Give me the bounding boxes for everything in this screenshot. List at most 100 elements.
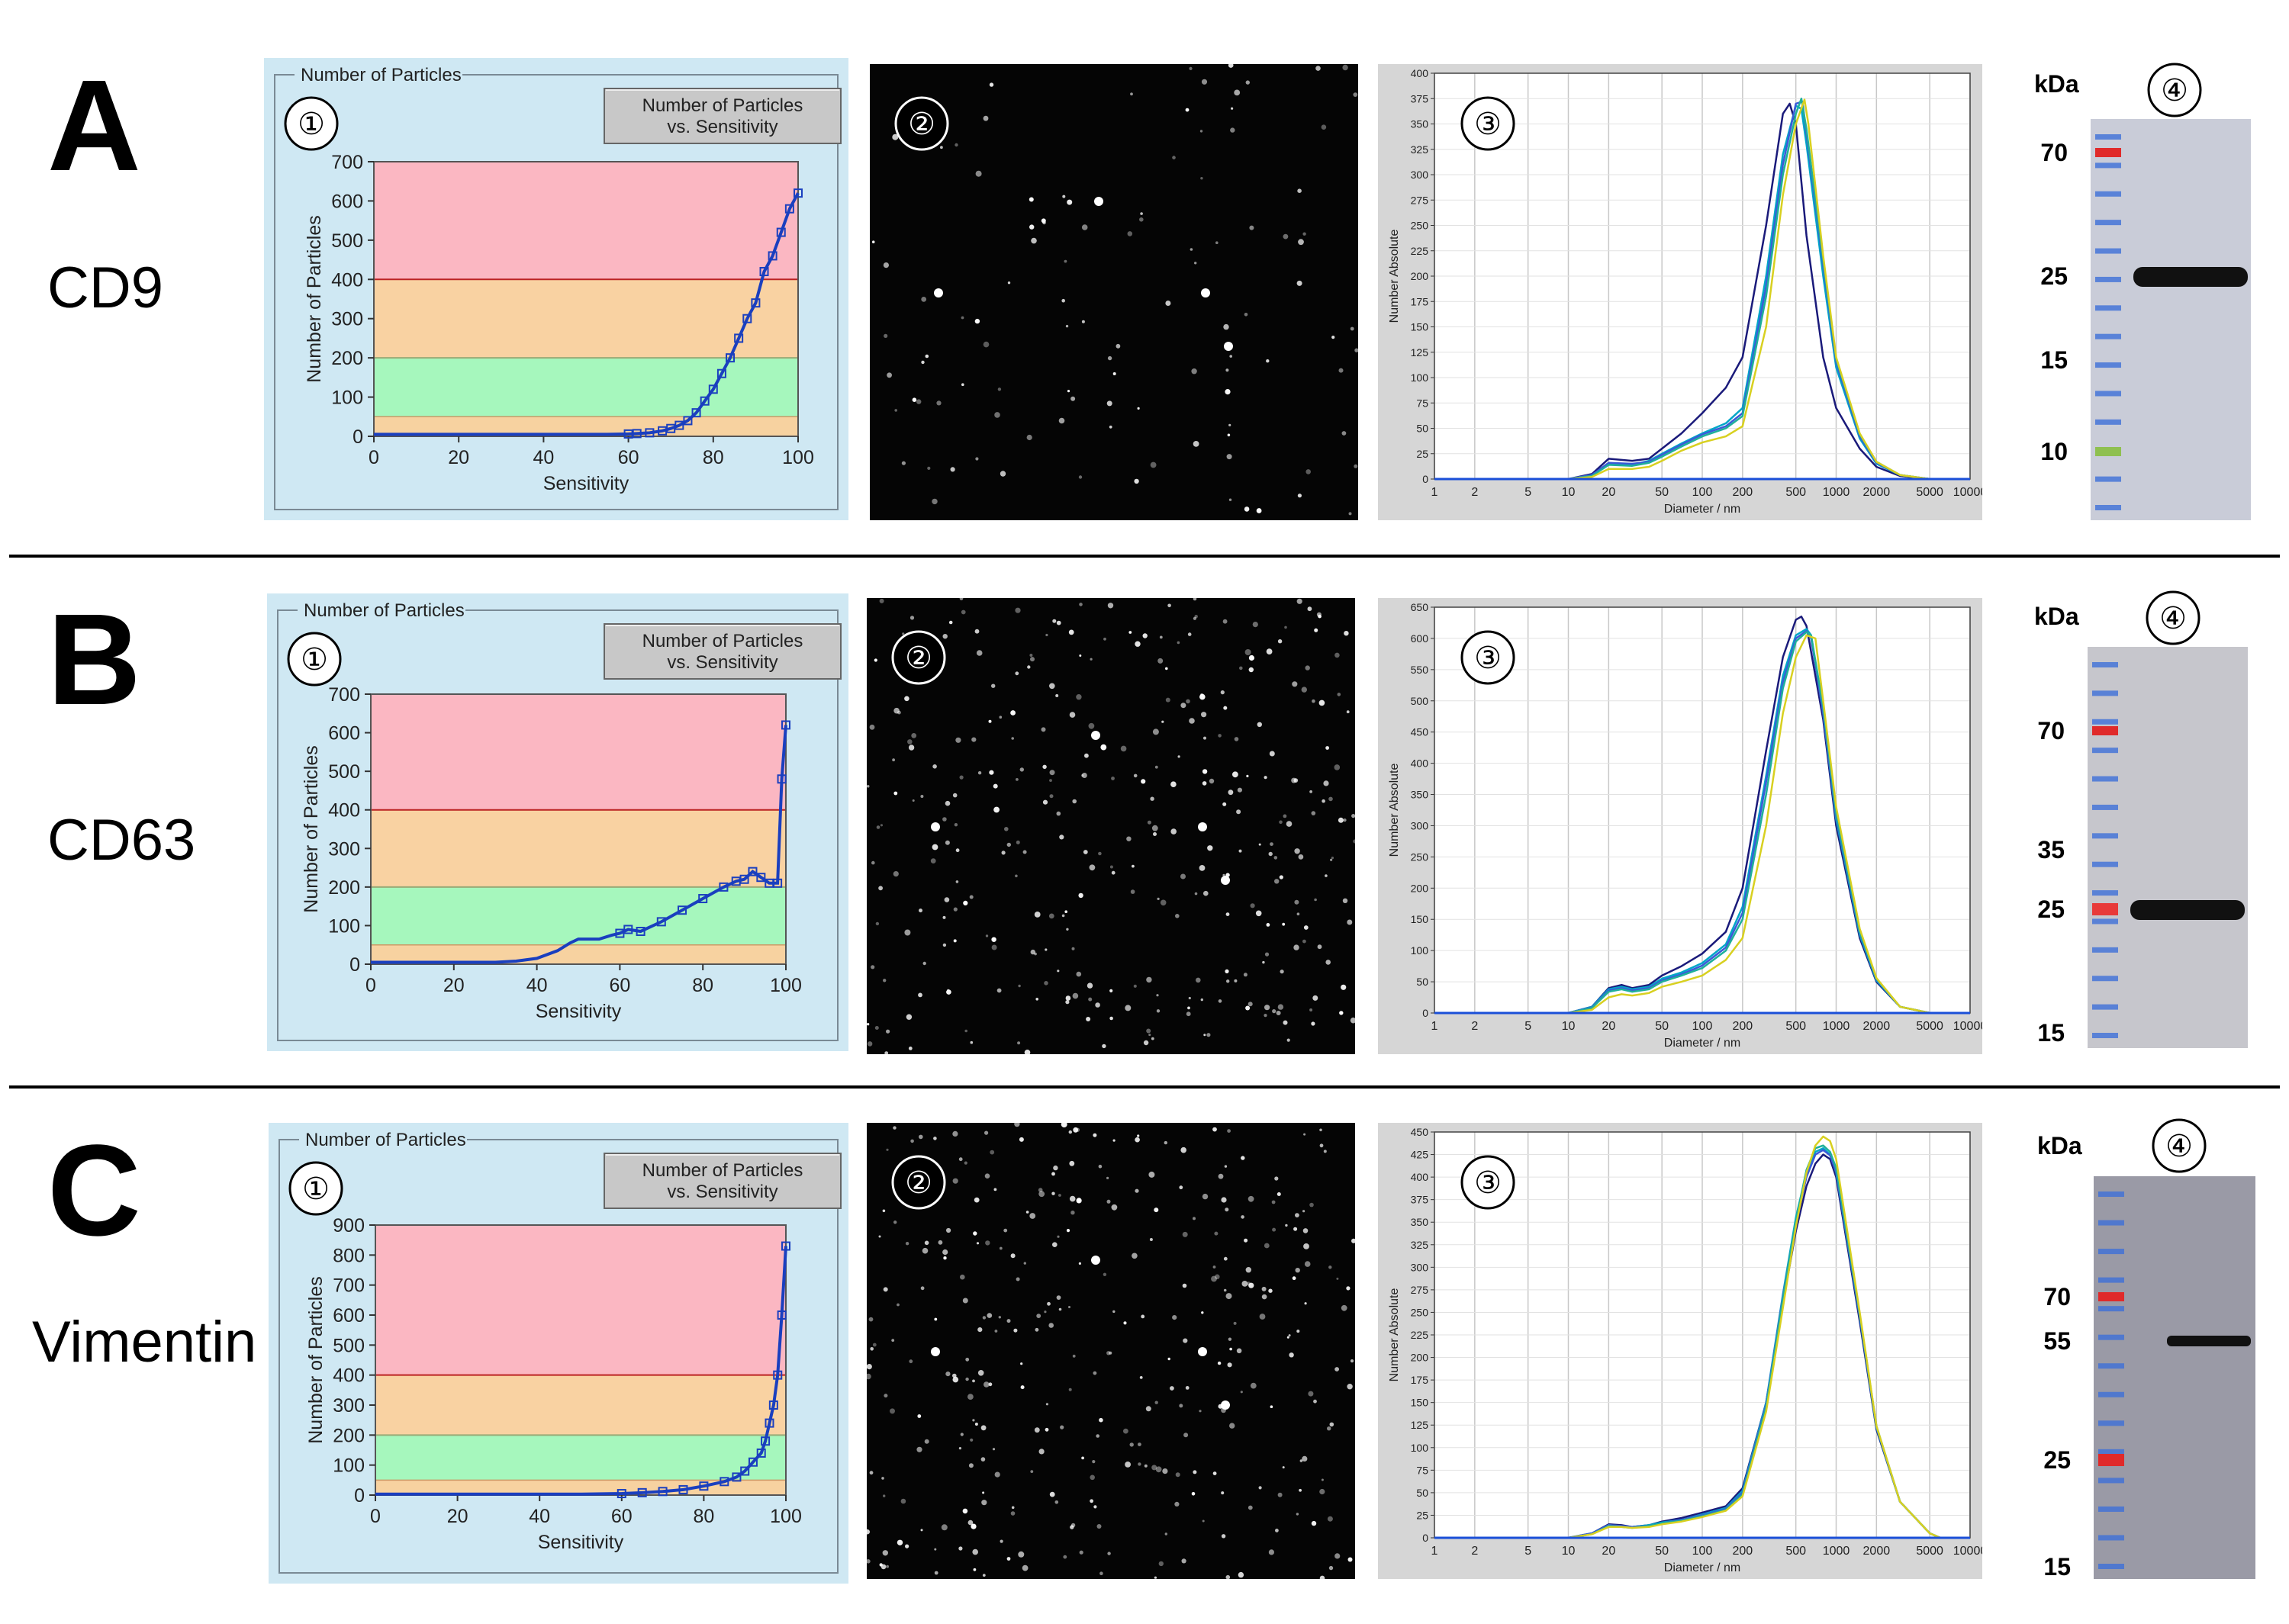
particle: [1041, 727, 1046, 732]
particle: [1248, 1195, 1254, 1202]
particle: [1029, 1213, 1036, 1219]
particle: [878, 886, 883, 891]
button-label-line1: Number of Particles: [642, 631, 803, 651]
x-tick-label: 80: [693, 1506, 714, 1527]
particle: [945, 1372, 951, 1377]
particle: [1248, 667, 1254, 673]
x-tick-label: 10000: [1953, 486, 1982, 499]
particle: [973, 1568, 977, 1571]
particle: [1206, 1033, 1211, 1037]
particle: [1282, 922, 1286, 926]
particle: [869, 1471, 874, 1475]
x-tick-label: 40: [533, 447, 554, 468]
particle: [1202, 1193, 1209, 1200]
particle: [922, 961, 926, 966]
particle: [962, 1298, 968, 1304]
particle: [1016, 1277, 1020, 1282]
particle: [1271, 1200, 1276, 1204]
x-tick-label: 5000: [1916, 486, 1943, 499]
particle: [977, 1327, 983, 1333]
particle: [884, 333, 888, 338]
particle: [1221, 1491, 1225, 1495]
particle: [1045, 633, 1048, 637]
particle: [953, 939, 957, 943]
particle: [1272, 1009, 1276, 1014]
ladder-band: [2098, 1506, 2124, 1512]
panel-label-2-ring: [894, 96, 949, 151]
particle-image: ②: [867, 598, 1355, 1054]
particle: [1164, 1532, 1167, 1536]
x-tick-label: 1: [1431, 1020, 1438, 1033]
particle: [1295, 1213, 1299, 1217]
ladder-band: [2092, 918, 2118, 925]
particle: [1321, 124, 1327, 130]
particle: [945, 840, 950, 845]
particle: [970, 1040, 974, 1044]
particle: [1161, 720, 1164, 723]
y-axis-label: Number Absolute: [1388, 764, 1401, 857]
kda-unit: kDa: [2037, 1132, 2082, 1159]
particle: [1319, 1488, 1325, 1495]
kda-unit: kDa: [2034, 603, 2079, 630]
particle: [1229, 1423, 1235, 1429]
particle: [955, 848, 960, 853]
western-blot: [2091, 119, 2251, 520]
plot-type-button[interactable]: [604, 623, 842, 680]
y-tick-label: 100: [1411, 944, 1429, 957]
particle: [1018, 1551, 1025, 1558]
particle: [1042, 764, 1047, 769]
particle: [1258, 843, 1261, 846]
size-distribution-panel: 0255075100125150175200225250275300325350…: [1378, 1123, 1982, 1579]
particle: [1140, 212, 1143, 215]
particle: [1296, 280, 1302, 286]
particle: [1100, 744, 1107, 751]
particle: [1107, 355, 1112, 361]
particle: [961, 609, 966, 615]
particle: [919, 1134, 923, 1140]
particle: [930, 858, 936, 863]
particle: [1308, 1391, 1314, 1397]
particle: [1049, 683, 1055, 690]
data-point: [732, 1472, 742, 1482]
particle: [1049, 779, 1052, 782]
particle: [1073, 1127, 1079, 1133]
data-point: [761, 1436, 771, 1446]
particle: [1294, 899, 1299, 905]
marker-name: CD63: [47, 808, 196, 873]
particle: [1081, 320, 1085, 323]
y-tick-label: 175: [1411, 295, 1429, 307]
button-label-line1: Number of Particles: [642, 95, 803, 116]
particle: [1299, 1488, 1302, 1492]
divider-bc: [9, 1085, 2280, 1089]
plot-type-button[interactable]: [604, 1153, 842, 1209]
x-tick-label: 80: [703, 447, 724, 468]
particle: [1214, 1231, 1219, 1236]
particle: [1079, 603, 1083, 606]
particle: [1058, 1307, 1062, 1311]
particle: [1331, 336, 1335, 339]
particle: [1134, 478, 1139, 484]
particle: [1279, 875, 1283, 880]
data-point: [716, 368, 726, 378]
panel-label-4: ④: [2165, 1130, 2193, 1163]
particle: [998, 1316, 1001, 1319]
particle: [1266, 648, 1273, 654]
particle: [1091, 731, 1100, 740]
particle: [919, 908, 922, 913]
particle: [1230, 127, 1235, 133]
particle: [1225, 1293, 1232, 1300]
particle: [984, 1130, 989, 1135]
plot-type-button[interactable]: [604, 88, 842, 144]
particle: [1292, 1276, 1296, 1281]
particle: [1165, 301, 1171, 306]
particle: [1152, 728, 1159, 735]
data-point: [748, 1457, 758, 1467]
particle: [1031, 237, 1037, 244]
particle: [985, 1240, 990, 1246]
panel-label-1-ring: [288, 1161, 343, 1216]
x-tick-label: 5000: [1916, 1545, 1943, 1558]
particle: [970, 1438, 974, 1442]
ladder-band: [2095, 419, 2121, 425]
y-tick-label: 400: [328, 800, 360, 822]
particle: [921, 360, 925, 365]
